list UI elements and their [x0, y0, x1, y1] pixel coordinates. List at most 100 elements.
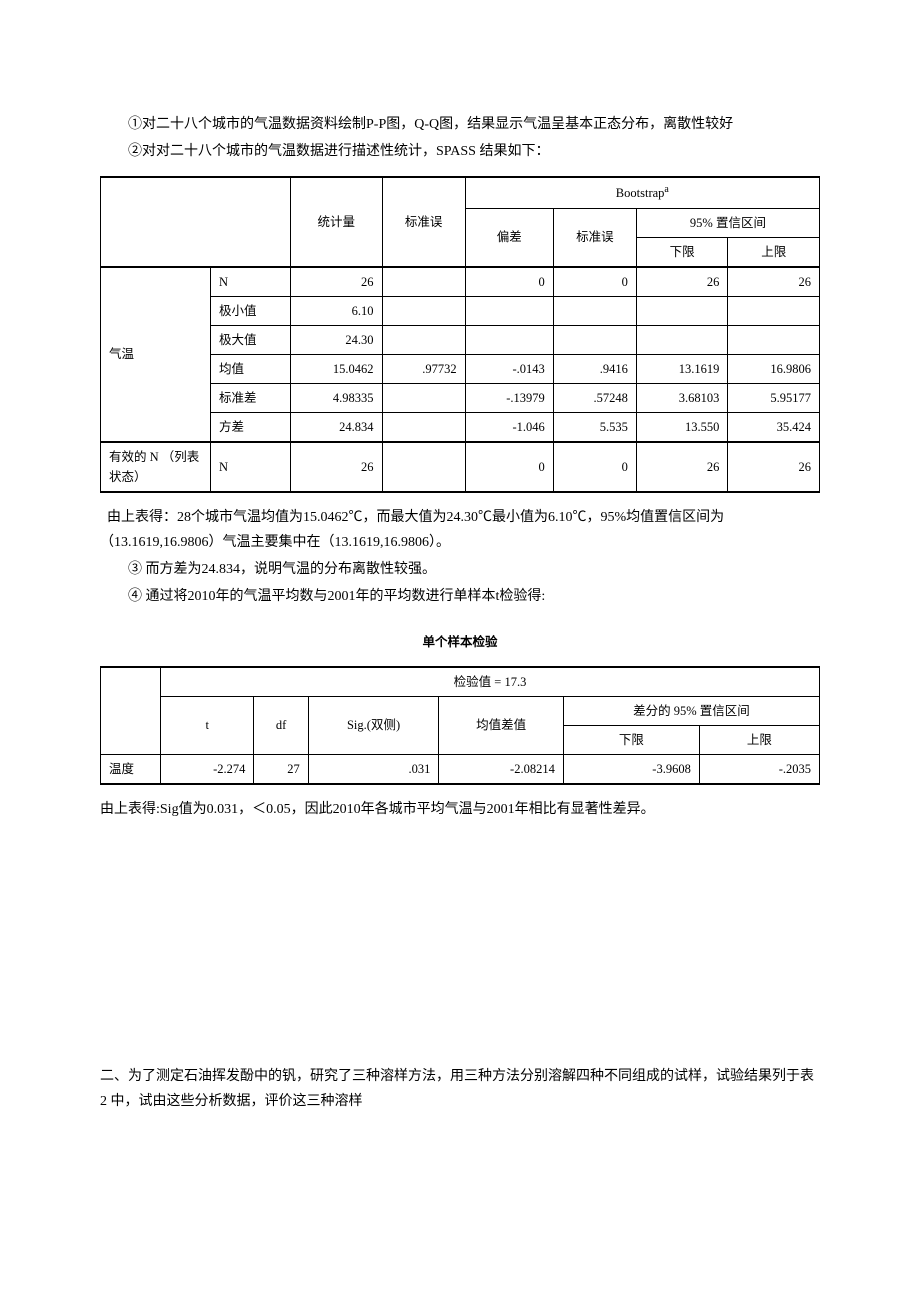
t1-max-se2 — [553, 325, 636, 354]
t1-min-label: 极小值 — [211, 296, 291, 325]
t2-col-ci: 差分的 95% 置信区间 — [563, 696, 819, 725]
t2-header-row-1: 检验值 = 17.3 — [101, 667, 820, 697]
t1-std-se — [382, 383, 465, 412]
t2-row-df: 27 — [254, 754, 308, 784]
t1-valid-stat: 26 — [291, 442, 383, 492]
t2-row-t: -2.274 — [161, 754, 254, 784]
mid-paragraph-1: 由上表得：28个城市气温均值为15.0462℃，而最大值为24.30℃最小值为6… — [100, 505, 820, 555]
t1-std-hi: 5.95177 — [728, 383, 820, 412]
t1-max-lo — [636, 325, 728, 354]
t1-n-se — [382, 267, 465, 297]
bootstrap-label: Bootstrap — [616, 187, 665, 201]
table1-col-se: 标准误 — [382, 177, 465, 266]
blank-space — [100, 824, 820, 1064]
t2-col-hi: 上限 — [699, 725, 819, 754]
bootstrap-sup: a — [664, 184, 668, 195]
t1-min-stat: 6.10 — [291, 296, 383, 325]
t1-mean-se: .97732 — [382, 354, 465, 383]
t1-mean-bias: -.0143 — [465, 354, 553, 383]
mid-p4-text: ④ 通过将2010年的气温平均数与2001年的平均数进行单样本t检验得: — [128, 589, 545, 604]
intro-paragraph-1: ①对二十八个城市的气温数据资料绘制P-P图，Q-Q图，结果显示气温呈基本正态分布… — [100, 112, 820, 137]
t1-valid-sublabel: N — [211, 442, 291, 492]
t1-max-label: 极大值 — [211, 325, 291, 354]
t1-var-stat: 24.834 — [291, 412, 383, 442]
t2-row-md: -2.08214 — [439, 754, 563, 784]
t1-n-bias: 0 — [465, 267, 553, 297]
t1-n-hi: 26 — [728, 267, 820, 297]
mid-p3-text: ③ 而方差为24.834，说明气温的分布离散性较强。 — [128, 562, 436, 577]
intro-p1-text: ①对二十八个城市的气温数据资料绘制P-P图，Q-Q图，结果显示气温呈基本正态分布… — [128, 117, 733, 132]
table1-header-row-1: 统计量 标准误 Bootstrapa — [101, 177, 820, 208]
t1-max-stat: 24.30 — [291, 325, 383, 354]
table1-empty-head — [101, 177, 291, 266]
t2-col-sig: Sig.(双侧) — [308, 696, 439, 754]
intro-paragraph-2: ②对对二十八个城市的气温数据进行描述性统计，SPASS 结果如下： — [100, 139, 820, 164]
t1-std-se2: .57248 — [553, 383, 636, 412]
t1-valid-bias: 0 — [465, 442, 553, 492]
after-table2-paragraph: 由上表得:Sig值为0.031，＜0.05，因此2010年各城市平均气温与200… — [100, 797, 820, 822]
t1-std-stat: 4.98335 — [291, 383, 383, 412]
t1-var-bias: -1.046 — [465, 412, 553, 442]
t1-valid-hi: 26 — [728, 442, 820, 492]
t1-var-se — [382, 412, 465, 442]
table1-col-se2: 标准误 — [553, 208, 636, 267]
after2-text: 由上表得:Sig值为0.031，＜0.05，因此2010年各城市平均气温与200… — [100, 802, 655, 817]
t1-min-hi — [728, 296, 820, 325]
t1-min-bias — [465, 296, 553, 325]
table1-group-label: 气温 — [101, 267, 211, 442]
t1-min-se2 — [553, 296, 636, 325]
t2-col-md: 均值差值 — [439, 696, 563, 754]
t1-valid-se — [382, 442, 465, 492]
t2-row-sig: .031 — [308, 754, 439, 784]
t1-valid-lo: 26 — [636, 442, 728, 492]
mid-paragraph-4: ④ 通过将2010年的气温平均数与2001年的平均数进行单样本t检验得: — [100, 584, 820, 609]
t1-n-se2: 0 — [553, 267, 636, 297]
t1-max-bias — [465, 325, 553, 354]
t1-var-hi: 35.424 — [728, 412, 820, 442]
t2-row-data: 温度 -2.274 27 .031 -2.08214 -3.9608 -.203… — [101, 754, 820, 784]
table1-col-ci: 95% 置信区间 — [636, 208, 819, 237]
t1-mean-hi: 16.9806 — [728, 354, 820, 383]
t2-header-row-2: t df Sig.(双侧) 均值差值 差分的 95% 置信区间 — [101, 696, 820, 725]
t2-col-df: df — [254, 696, 308, 754]
table1-col-bias: 偏差 — [465, 208, 553, 267]
table1-col-lo: 下限 — [636, 237, 728, 267]
t1-max-se — [382, 325, 465, 354]
table1-col-stat: 统计量 — [291, 177, 383, 266]
table2-caption: 单个样本检验 — [100, 631, 820, 654]
intro-p2-text: ②对对二十八个城市的气温数据进行描述性统计，SPASS 结果如下： — [128, 144, 549, 159]
table1-row-valid: 有效的 N （列表状态） N 26 0 0 26 26 — [101, 442, 820, 492]
t1-min-lo — [636, 296, 728, 325]
t2-row-lo: -3.9608 — [563, 754, 699, 784]
t1-var-label: 方差 — [211, 412, 291, 442]
t2-row-hi: -.2035 — [699, 754, 819, 784]
table1-row-n: 气温 N 26 0 0 26 26 — [101, 267, 820, 297]
table1-col-bootstrap: Bootstrapa — [465, 177, 819, 208]
t1-var-se2: 5.535 — [553, 412, 636, 442]
t-test-table: 检验值 = 17.3 t df Sig.(双侧) 均值差值 差分的 95% 置信… — [100, 666, 820, 785]
t1-valid-se2: 0 — [553, 442, 636, 492]
t1-mean-stat: 15.0462 — [291, 354, 383, 383]
t1-valid-label: 有效的 N （列表状态） — [101, 442, 211, 492]
t2-row-label: 温度 — [101, 754, 161, 784]
mid-paragraph-3: ③ 而方差为24.834，说明气温的分布离散性较强。 — [100, 557, 820, 582]
t1-std-lo: 3.68103 — [636, 383, 728, 412]
t1-n-label: N — [211, 267, 291, 297]
t1-min-se — [382, 296, 465, 325]
t2-testval: 检验值 = 17.3 — [161, 667, 820, 697]
t1-mean-lo: 13.1619 — [636, 354, 728, 383]
t1-var-lo: 13.550 — [636, 412, 728, 442]
t1-mean-label: 均值 — [211, 354, 291, 383]
t1-n-stat: 26 — [291, 267, 383, 297]
descriptive-stats-table: 统计量 标准误 Bootstrapa 偏差 标准误 95% 置信区间 下限 上限… — [100, 176, 820, 492]
mid-p1-text: 由上表得：28个城市气温均值为15.0462℃，而最大值为24.30℃最小值为6… — [100, 510, 724, 550]
t1-mean-se2: .9416 — [553, 354, 636, 383]
table1-col-hi: 上限 — [728, 237, 820, 267]
t2-col-t: t — [161, 696, 254, 754]
t1-std-label: 标准差 — [211, 383, 291, 412]
section2-text: 二、为了测定石油挥发酚中的钒，研究了三种溶样方法，用三种方法分别溶解四种不同组成… — [100, 1069, 814, 1109]
t2-empty-head — [101, 667, 161, 755]
t2-col-lo: 下限 — [563, 725, 699, 754]
t1-std-bias: -.13979 — [465, 383, 553, 412]
section2-paragraph: 二、为了测定石油挥发酚中的钒，研究了三种溶样方法，用三种方法分别溶解四种不同组成… — [100, 1064, 820, 1114]
